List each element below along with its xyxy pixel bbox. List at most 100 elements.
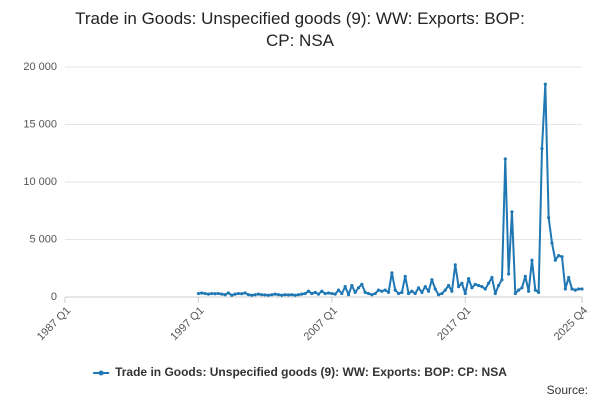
- y-tick-label: 10 000: [23, 176, 57, 188]
- point: [563, 287, 567, 291]
- point: [523, 274, 527, 278]
- point: [373, 291, 377, 296]
- point: [386, 290, 391, 294]
- point: [323, 291, 327, 296]
- point: [243, 291, 247, 295]
- point: [333, 292, 337, 296]
- point: [487, 281, 491, 285]
- point: [276, 293, 281, 297]
- point: [363, 290, 367, 294]
- point: [497, 283, 501, 288]
- point: [403, 274, 407, 278]
- point: [513, 291, 517, 296]
- point: [450, 289, 454, 293]
- point: [270, 293, 274, 297]
- point: [573, 288, 577, 292]
- x-tick-label: 2017 Q1: [435, 305, 473, 343]
- point: [490, 275, 494, 280]
- point: [376, 288, 381, 292]
- legend-marker: [98, 370, 104, 376]
- x-tick-label: 1997 Q1: [168, 305, 206, 343]
- point: [400, 290, 404, 294]
- point: [440, 291, 444, 296]
- point: [466, 277, 471, 281]
- point: [540, 147, 544, 151]
- point: [410, 289, 414, 293]
- point: [477, 283, 481, 288]
- point: [343, 285, 347, 289]
- point: [527, 289, 531, 293]
- point: [436, 293, 441, 297]
- point: [356, 286, 361, 290]
- point: [273, 292, 277, 296]
- point: [213, 292, 217, 296]
- point: [433, 287, 437, 291]
- point: [300, 292, 304, 296]
- point: [507, 272, 511, 276]
- point: [493, 291, 497, 296]
- legend-label: Trade in Goods: Unspecified goods (9): W…: [115, 365, 507, 379]
- point: [320, 289, 324, 293]
- point: [463, 291, 467, 296]
- point: [223, 293, 227, 297]
- point: [456, 285, 461, 289]
- point: [503, 157, 507, 161]
- point: [216, 291, 221, 296]
- point: [290, 293, 294, 297]
- point: [306, 289, 311, 293]
- point: [470, 286, 474, 290]
- point: [446, 283, 451, 288]
- point: [423, 285, 427, 289]
- point: [483, 287, 487, 291]
- point: [560, 255, 564, 259]
- point: [220, 292, 224, 296]
- point: [420, 290, 424, 294]
- point: [336, 288, 341, 292]
- x-tick-label: 2007 Q1: [302, 305, 340, 343]
- point: [313, 290, 317, 294]
- point: [510, 210, 514, 214]
- point: [260, 293, 264, 297]
- x-tick-label: 1987 Q1: [35, 305, 73, 343]
- point: [280, 293, 284, 297]
- point: [366, 291, 371, 296]
- y-tick-label: 15 000: [23, 118, 57, 130]
- point: [416, 286, 421, 290]
- point: [500, 278, 504, 282]
- point: [443, 288, 447, 292]
- point: [553, 258, 557, 262]
- point: [346, 293, 351, 297]
- point: [283, 293, 287, 297]
- y-tick-label: 0: [51, 291, 57, 303]
- y-tick-label: 20 000: [23, 61, 57, 73]
- point: [266, 293, 271, 297]
- point: [517, 288, 521, 292]
- chart-title: Trade in Goods: Unspecified goods (9): W…: [75, 9, 525, 50]
- point: [406, 291, 411, 296]
- point: [240, 292, 244, 296]
- source: Source:: [547, 383, 588, 397]
- point: [413, 291, 417, 296]
- point: [383, 288, 387, 292]
- point: [557, 254, 561, 258]
- point: [246, 293, 251, 297]
- point: [453, 263, 457, 267]
- point: [380, 289, 384, 293]
- point: [286, 293, 291, 297]
- point: [550, 241, 554, 245]
- point: [340, 291, 344, 296]
- point: [533, 288, 537, 292]
- point: [316, 292, 321, 296]
- point: [233, 292, 237, 296]
- point: [303, 291, 307, 296]
- point: [206, 292, 211, 296]
- point: [200, 291, 204, 295]
- y-tick-label: 5 000: [29, 233, 57, 245]
- point: [580, 287, 584, 291]
- point: [310, 291, 314, 296]
- point: [473, 282, 477, 286]
- point: [296, 293, 301, 297]
- point: [350, 283, 354, 288]
